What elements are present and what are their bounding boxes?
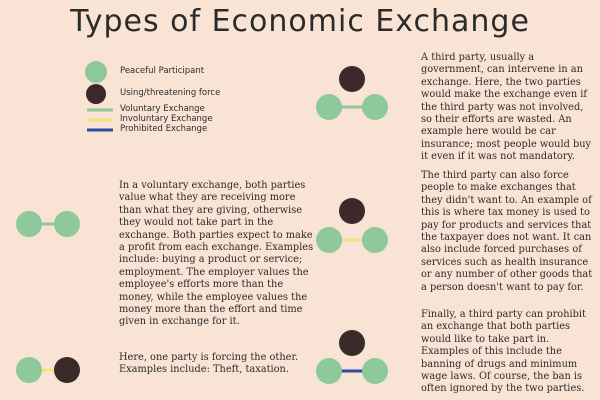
forced-exchange-diagram [16,357,80,383]
peaceful-node [54,211,80,237]
force-node [54,357,80,383]
prohibited-exchange-diagram [316,330,388,384]
third-party-force-text: The third party can also force people to… [421,170,593,293]
peaceful-node [362,227,388,253]
voluntary-exchange-diagram [16,211,80,237]
third-party-force-diagram [316,198,388,253]
legend-involuntary-label: Involuntary Exchange [120,114,213,124]
forced-exchange-text: Here, one party is forcing the other. Ex… [119,352,299,376]
peaceful-node [362,94,388,120]
legend-prohibited-label: Prohibited Exchange [120,124,208,134]
peaceful-node [316,358,342,384]
force-node [339,198,365,224]
third-party-intervene-diagram [316,66,388,120]
peaceful-node [16,211,42,237]
legend-voluntary-label: Voluntary Exchange [120,104,205,114]
legend-peaceful-icon [85,61,107,83]
page-title: Types of Economic Exchange [70,4,530,39]
peaceful-node [16,357,42,383]
voluntary-exchange-text: In a voluntary exchange, both parties va… [119,180,314,328]
force-node [339,330,365,356]
force-node [339,66,365,92]
legend-peaceful-label: Peaceful Participant [120,66,205,76]
legend-force-icon [86,84,106,104]
peaceful-node [316,227,342,253]
peaceful-node [362,358,388,384]
legend-force-label: Using/threatening force [120,88,221,98]
third-party-intervene-text: A third party, usually a government, can… [421,52,592,163]
prohibited-exchange-text: Finally, a third party can prohibit an e… [421,309,586,395]
peaceful-node [316,94,342,120]
